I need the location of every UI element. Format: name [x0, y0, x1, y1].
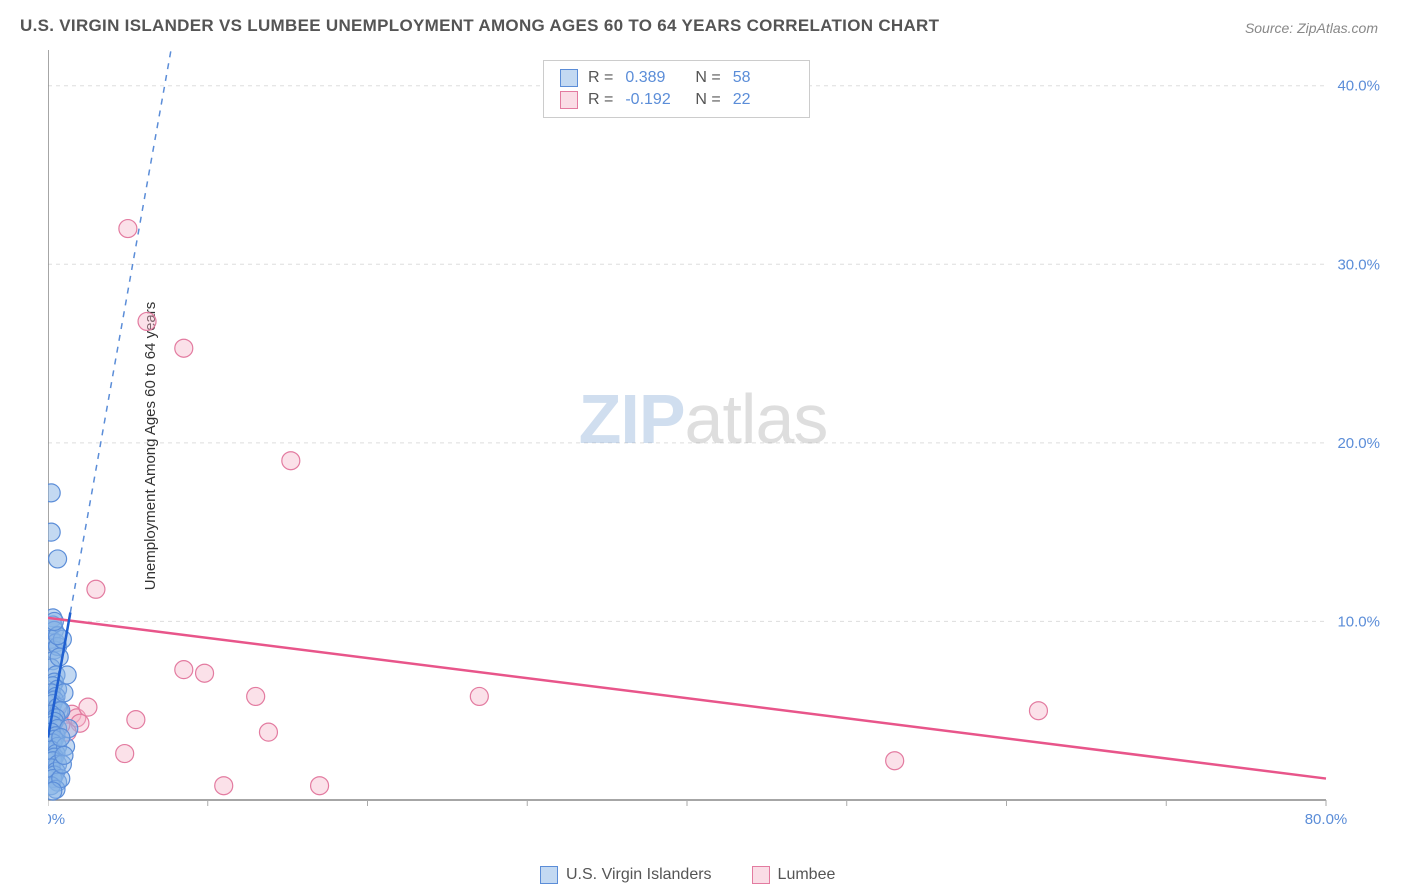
legend-label-2: Lumbee — [778, 866, 836, 884]
source-name: ZipAtlas.com — [1297, 20, 1378, 36]
r-label: R = — [588, 69, 613, 87]
plot-svg: 10.0% 20.0% 30.0% 40.0% 0.0% 80.0% — [48, 50, 1386, 840]
svg-text:30.0%: 30.0% — [1337, 256, 1380, 273]
chart-title: U.S. VIRGIN ISLANDER VS LUMBEE UNEMPLOYM… — [20, 16, 939, 36]
svg-text:40.0%: 40.0% — [1337, 78, 1380, 95]
stats-row-series-2: R = -0.192 N = 22 — [560, 89, 793, 111]
n-value-1: 58 — [733, 69, 793, 87]
legend-item-1: U.S. Virgin Islanders — [540, 866, 712, 884]
stats-legend-box: R = 0.389 N = 58 R = -0.192 N = 22 — [543, 60, 810, 118]
n-label: N = — [695, 91, 720, 109]
n-value-2: 22 — [733, 91, 793, 109]
swatch-blue-icon — [540, 866, 558, 884]
series-legend: U.S. Virgin Islanders Lumbee — [540, 866, 835, 884]
swatch-blue-icon — [560, 69, 578, 87]
n-label: N = — [695, 69, 720, 87]
svg-text:0.0%: 0.0% — [48, 811, 65, 828]
stats-row-series-1: R = 0.389 N = 58 — [560, 67, 793, 89]
legend-label-1: U.S. Virgin Islanders — [566, 866, 712, 884]
swatch-pink-icon — [752, 866, 770, 884]
r-label: R = — [588, 91, 613, 109]
source-attribution: Source: ZipAtlas.com — [1245, 20, 1378, 36]
source-label: Source: — [1245, 20, 1293, 36]
svg-text:80.0%: 80.0% — [1305, 811, 1348, 828]
legend-item-2: Lumbee — [752, 866, 836, 884]
r-value-1: 0.389 — [625, 69, 685, 87]
r-value-2: -0.192 — [625, 91, 685, 109]
svg-text:10.0%: 10.0% — [1337, 613, 1380, 630]
svg-text:20.0%: 20.0% — [1337, 435, 1380, 452]
scatter-plot: 10.0% 20.0% 30.0% 40.0% 0.0% 80.0% — [48, 50, 1386, 840]
swatch-pink-icon — [560, 91, 578, 109]
